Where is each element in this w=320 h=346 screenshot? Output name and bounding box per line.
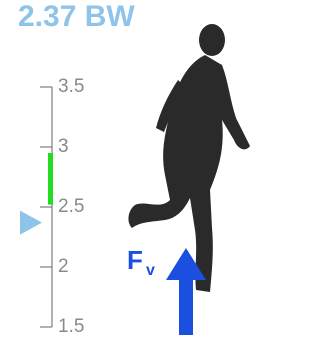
target-band — [48, 153, 53, 205]
tick-label: 1.5 — [58, 316, 84, 337]
tick-label: 2 — [58, 256, 69, 277]
force-label: F — [127, 245, 143, 275]
runner — [128, 24, 250, 292]
tick-label: 2.5 — [58, 196, 84, 217]
tick-label: 3 — [58, 136, 69, 157]
gauge-screen: 2.37 BW F v 1.5 2 2.5 3 3.5 — [0, 0, 253, 346]
tick-label: 3.5 — [58, 76, 84, 97]
value-title: 2.37 BW — [18, 0, 135, 33]
value-marker — [20, 211, 42, 235]
force-label-sub: v — [146, 262, 155, 279]
